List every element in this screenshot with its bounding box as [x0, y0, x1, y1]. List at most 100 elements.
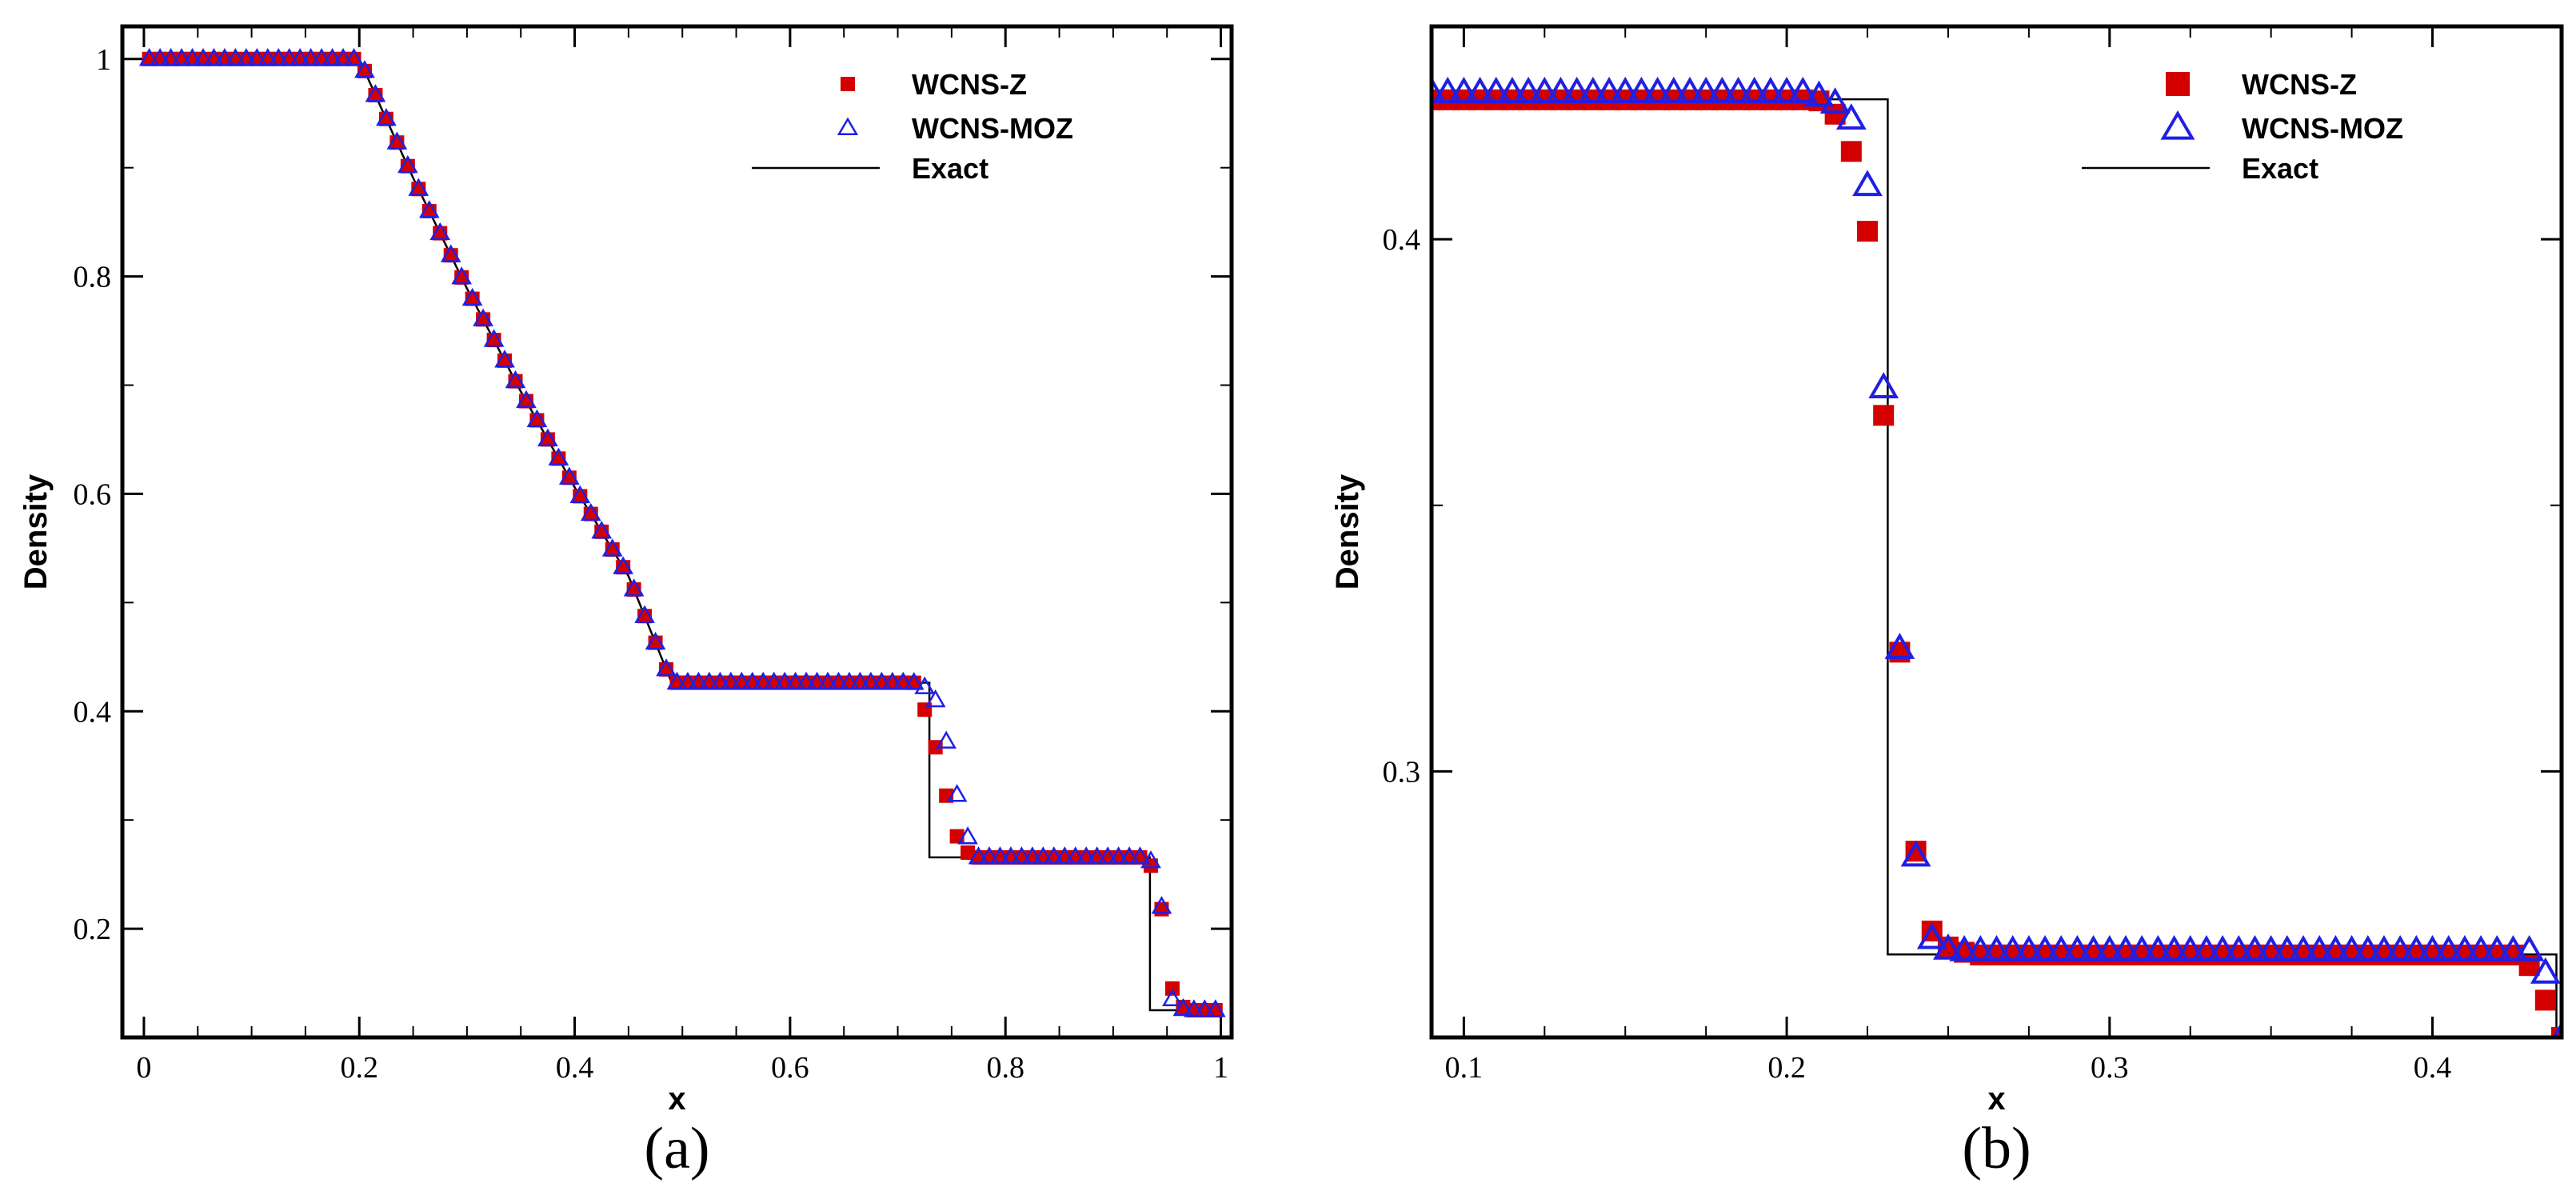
x-axis-title: x	[668, 1081, 685, 1117]
x-tick-label: 0.4	[2414, 1051, 2452, 1085]
wcns-moz-marker	[1561, 76, 1592, 103]
y-tick-label: 0.6	[74, 478, 112, 511]
wcns-moz-marker	[2401, 934, 2432, 961]
legend-exact-label: Exact	[912, 152, 988, 185]
wcns-moz-marker	[925, 689, 946, 708]
wcns-moz-marker	[1755, 76, 1786, 103]
wcns-moz-marker	[2514, 934, 2545, 961]
wcns-moz-marker	[1529, 76, 1560, 103]
wcns-moz-marker	[526, 409, 548, 428]
wcns-moz-marker	[257, 48, 278, 66]
wcns-moz-marker	[214, 48, 235, 66]
wcns-moz-marker	[440, 244, 461, 262]
wcns-moz-marker	[2552, 1021, 2562, 1037]
wcns-moz-marker	[2223, 934, 2254, 961]
wcns-moz-marker	[2094, 934, 2125, 961]
plot-area	[1432, 76, 2562, 1037]
x-axis-title: x	[1987, 1081, 2005, 1117]
y-tick-label: 1	[96, 43, 111, 77]
wcns-moz-marker	[2143, 934, 2174, 961]
wcns-z-marker	[917, 702, 933, 717]
wcns-moz-marker	[1852, 170, 1883, 197]
legend-wcns-z-label: WCNS-Z	[912, 68, 1027, 101]
wcns-moz-marker	[1803, 80, 1835, 107]
wcns-moz-marker	[397, 154, 418, 174]
wcns-moz-marker	[2369, 934, 2399, 961]
wcns-moz-marker	[1577, 76, 1608, 103]
wcns-moz-marker	[1739, 76, 1770, 103]
wcns-moz-marker	[936, 730, 957, 749]
wcns-moz-marker	[741, 671, 763, 690]
wcns-moz-marker	[1076, 846, 1097, 865]
legend-wcns-z-label: WCNS-Z	[2242, 68, 2357, 101]
y-tick-label: 0.4	[1383, 223, 1421, 257]
wcns-moz-marker	[494, 350, 515, 368]
wcns-moz-marker	[354, 60, 375, 78]
wcns-moz-marker	[2288, 934, 2318, 961]
plot-frame	[1429, 24, 2564, 1040]
wcns-moz-marker	[365, 84, 386, 102]
wcns-moz-marker	[1545, 76, 1576, 103]
wcns-moz-marker	[2530, 957, 2561, 984]
panel-a-density-plot: 0 0.2 0.4 0.6 0.8 1 0.2 0.4 0.6 0.8 1 WCNS-Z WCNS-MO…	[18, 24, 1234, 1181]
wcns-moz-marker	[182, 48, 203, 66]
wcns-moz-marker	[1642, 76, 1673, 103]
wcns-moz-marker	[580, 502, 601, 522]
wcns-moz-marker	[2127, 934, 2158, 961]
x-tick-label: 0.4	[556, 1051, 594, 1085]
wcns-moz-marker	[968, 846, 989, 865]
y-tick-label: 0.8	[74, 261, 112, 294]
wcns-moz-marker	[881, 671, 903, 690]
wcns-z-marker	[949, 829, 965, 844]
wcns-moz-marker	[839, 671, 860, 690]
x-tick-label: 0.2	[1767, 1051, 1806, 1085]
wcns-moz-marker	[720, 671, 741, 690]
wcns-moz-marker	[193, 48, 214, 66]
y-tick-label: 0.4	[74, 695, 112, 729]
wcns-moz-marker	[2239, 934, 2270, 961]
wcns-moz-marker	[1162, 988, 1183, 1006]
wcns-moz-marker	[1819, 87, 1851, 114]
wcns-moz-marker	[268, 48, 290, 66]
wcns-moz-marker	[246, 48, 268, 66]
wcns-moz-marker	[1064, 846, 1086, 865]
wcns-moz-marker	[2111, 934, 2141, 961]
wcns-moz-marker	[849, 671, 871, 690]
wcns-moz-marker	[1119, 846, 1140, 865]
wcns-moz-marker	[1900, 840, 1931, 867]
wcns-moz-marker	[871, 671, 893, 690]
wcns-moz-marker	[601, 538, 623, 557]
wcns-moz-marker	[1981, 934, 2012, 961]
wcns-moz-marker	[1916, 922, 1947, 949]
wcns-moz-marker	[688, 671, 709, 690]
wcns-moz-marker	[677, 671, 698, 690]
wcns-moz-marker	[322, 48, 343, 66]
y-axis-title: Density	[1330, 474, 1365, 590]
panel-b-density-zoom-plot: 0.1 0.2 0.3 0.4 0.3 0.4 WCNS-Z WCNS-MOZ Exact x De…	[1330, 24, 2564, 1181]
wcns-moz-marker	[1194, 999, 1216, 1017]
wcns-moz-marker	[1054, 846, 1076, 865]
x-tick-label: 0.2	[341, 1051, 379, 1085]
wcns-moz-marker	[2207, 934, 2238, 961]
wcns-z-marker	[1857, 221, 1879, 242]
legend-wcns-moz-swatch	[837, 117, 859, 135]
wcns-moz-marker	[2336, 934, 2367, 961]
wcns-moz-marker	[1933, 933, 1963, 960]
wcns-moz-marker	[408, 178, 429, 196]
wcns-moz-marker	[979, 846, 1000, 865]
wcns-moz-marker	[2030, 934, 2060, 961]
legend: WCNS-Z WCNS-MOZ Exact	[752, 68, 1073, 185]
wcns-moz-marker	[171, 48, 192, 66]
wcns-moz-marker	[1480, 76, 1512, 103]
wcns-moz-marker	[537, 428, 558, 446]
wcns-moz-marker	[2417, 934, 2448, 961]
wcns-z-marker	[2534, 989, 2556, 1011]
wcns-moz-marker	[1707, 76, 1738, 103]
wcns-moz-marker	[2352, 934, 2383, 961]
wcns-moz-marker	[2062, 934, 2093, 961]
wcns-moz-marker	[300, 48, 322, 66]
panel-label: (a)	[644, 1116, 709, 1181]
wcns-moz-marker	[429, 222, 451, 241]
wcns-moz-marker	[1184, 999, 1204, 1017]
